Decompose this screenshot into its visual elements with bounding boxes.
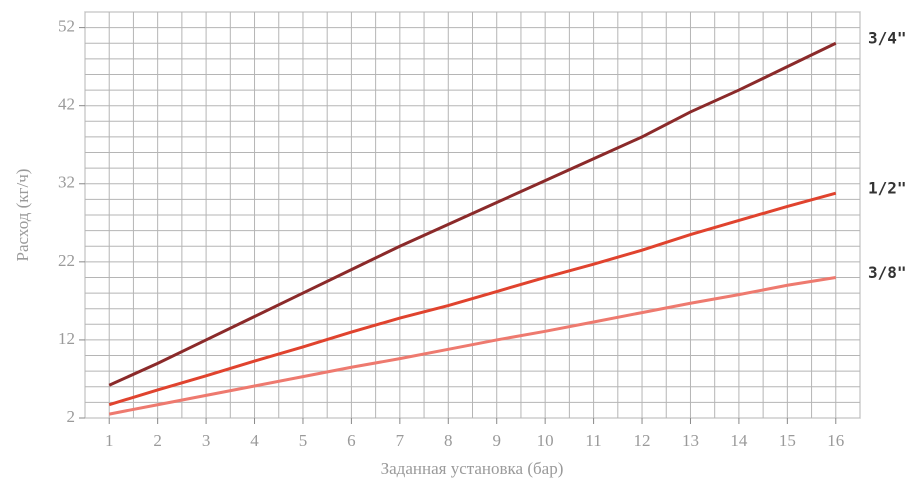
series-label: 1/2" <box>868 179 907 198</box>
x-axis-label: Заданная установка (бар) <box>381 459 564 478</box>
y-tick-label: 12 <box>58 329 75 348</box>
series-line <box>108 41 837 387</box>
series-label: 3/4" <box>868 29 907 48</box>
x-tick-label: 10 <box>537 431 554 450</box>
x-tick-label: 1 <box>105 431 114 450</box>
x-tick-label: 11 <box>585 431 601 450</box>
y-tick-label: 2 <box>67 407 76 426</box>
x-tick-label: 12 <box>634 431 651 450</box>
x-tick-label: 16 <box>827 431 844 450</box>
x-tick-label: 9 <box>492 431 501 450</box>
y-axis-label: Расход (кг/ч) <box>13 169 32 262</box>
series-label: 3/8" <box>868 263 907 282</box>
x-tick-label: 14 <box>730 431 748 450</box>
x-tick-label: 3 <box>202 431 211 450</box>
x-tick-label: 4 <box>250 431 259 450</box>
series-line <box>108 275 837 416</box>
y-tick-label: 22 <box>58 251 75 270</box>
x-tick-label: 8 <box>444 431 453 450</box>
x-tick-label: 6 <box>347 431 356 450</box>
x-tick-label: 5 <box>299 431 308 450</box>
series-line <box>108 191 837 407</box>
x-tick-label: 15 <box>779 431 796 450</box>
x-tick-label: 13 <box>682 431 699 450</box>
y-tick-label: 52 <box>58 17 75 36</box>
y-tick-label: 42 <box>58 95 75 114</box>
x-tick-label: 2 <box>153 431 162 450</box>
x-tick-label: 7 <box>396 431 405 450</box>
y-tick-label: 32 <box>58 173 75 192</box>
